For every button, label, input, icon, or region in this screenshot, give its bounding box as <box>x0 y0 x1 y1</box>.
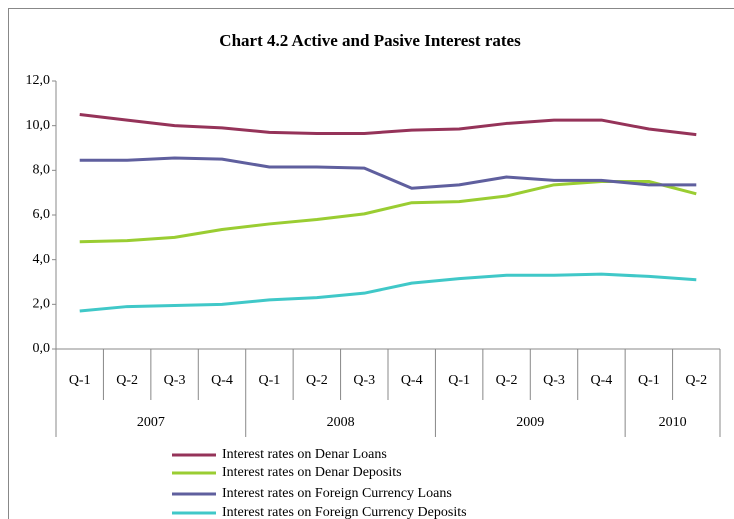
chart-frame <box>8 8 734 519</box>
legend-label: Interest rates on Foreign Currency Depos… <box>222 505 467 519</box>
y-tick-label: 0,0 <box>33 341 51 356</box>
x-tick-label: Q-2 <box>306 373 328 388</box>
x-tick-label: Q-1 <box>69 373 91 388</box>
year-label: 2009 <box>516 415 544 430</box>
x-tick-label: Q-2 <box>685 373 707 388</box>
x-tick-label: Q-3 <box>543 373 565 388</box>
x-tick-label: Q-1 <box>638 373 660 388</box>
series-line <box>79 180 697 244</box>
series-line <box>79 156 697 190</box>
legend-label: Interest rates on Foreign Currency Loans <box>222 486 452 501</box>
series-line <box>79 113 697 137</box>
year-label: 2008 <box>327 415 355 430</box>
series-line <box>79 272 697 313</box>
y-tick-label: 8,0 <box>33 163 51 178</box>
x-tick-label: Q-2 <box>116 373 138 388</box>
y-tick-label: 6,0 <box>33 207 51 222</box>
x-tick-label: Q-1 <box>448 373 470 388</box>
x-tick-label: Q-4 <box>401 373 423 388</box>
x-tick-label: Q-1 <box>259 373 281 388</box>
y-tick-label: 4,0 <box>33 252 51 267</box>
year-label: 2010 <box>659 415 687 430</box>
x-tick-label: Q-2 <box>496 373 518 388</box>
x-tick-label: Q-3 <box>164 373 186 388</box>
legend-label: Interest rates on Denar Deposits <box>222 465 402 480</box>
x-tick-label: Q-3 <box>353 373 375 388</box>
x-tick-label: Q-4 <box>591 373 613 388</box>
y-tick-label: 2,0 <box>33 297 51 312</box>
y-tick-label: 12,0 <box>26 73 51 88</box>
year-label: 2007 <box>137 415 165 430</box>
y-tick-label: 10,0 <box>26 118 51 133</box>
legend-label: Interest rates on Denar Loans <box>222 447 387 462</box>
chart-title: Chart 4.2 Active and Pasive Interest rat… <box>219 31 521 50</box>
x-tick-label: Q-4 <box>211 373 233 388</box>
